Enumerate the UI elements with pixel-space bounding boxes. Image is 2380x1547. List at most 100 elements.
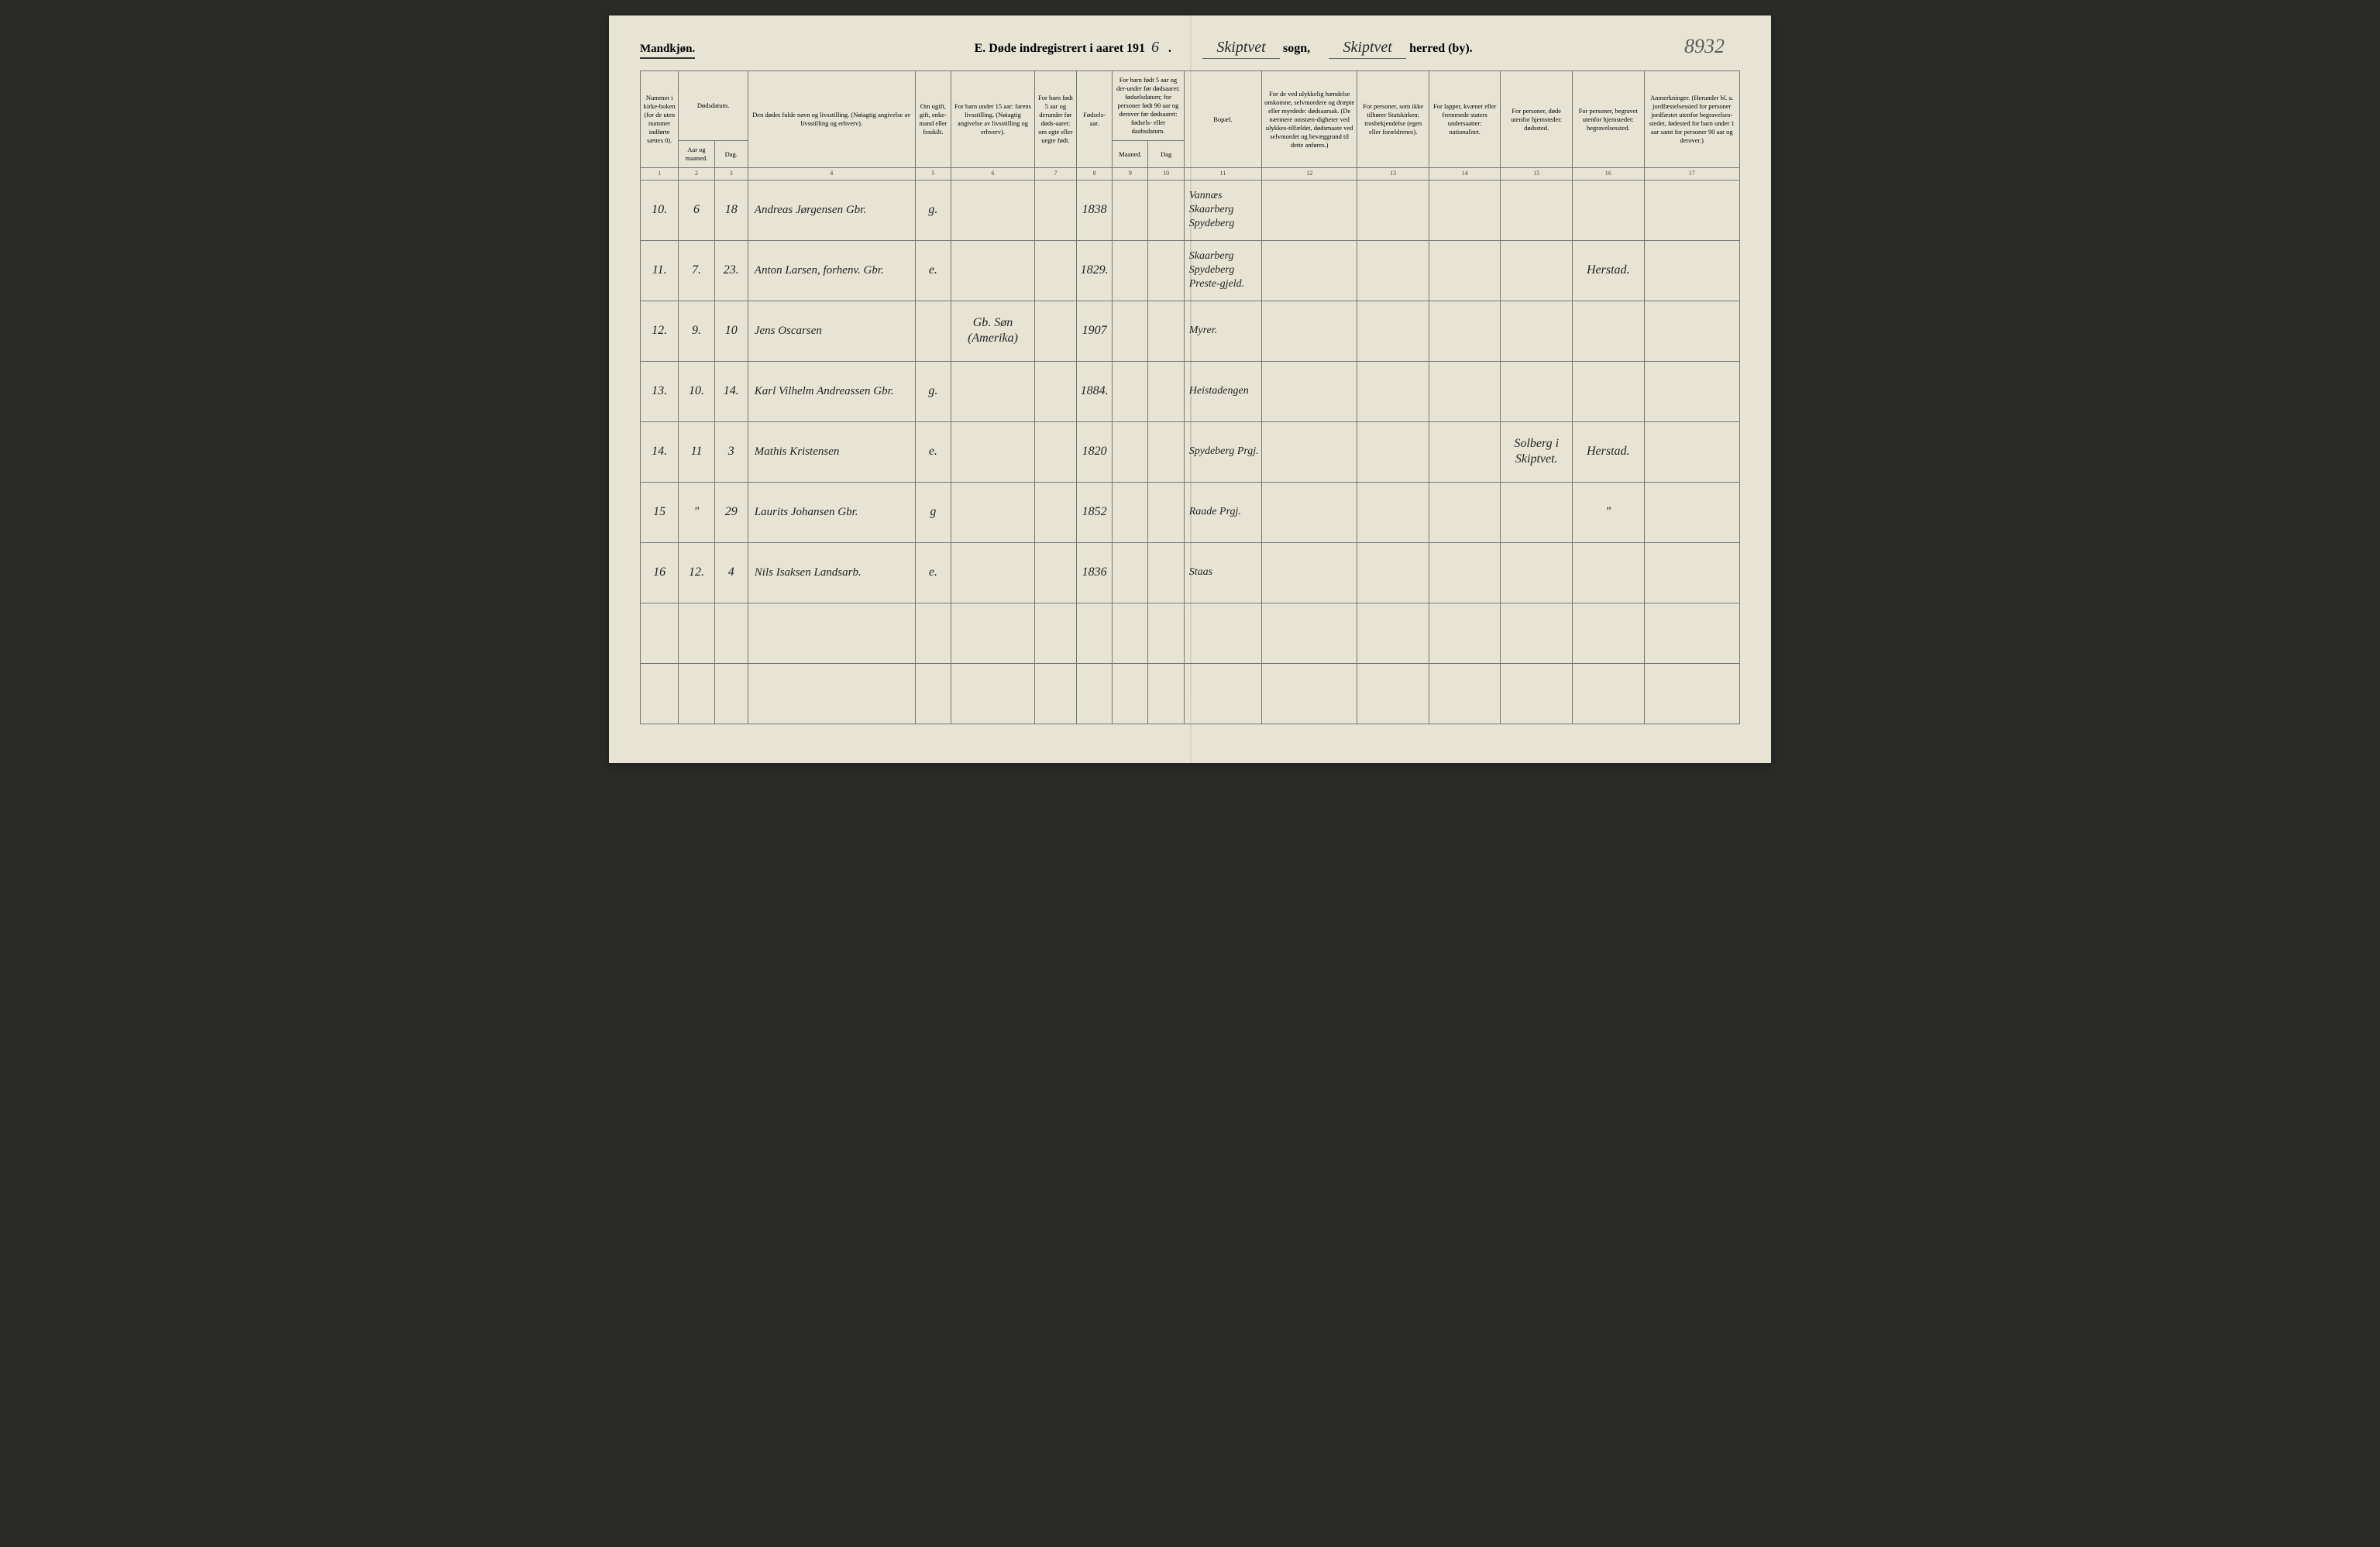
colnum: 17 [1644,168,1739,180]
gender-label: Mandkjøn. [640,43,695,59]
cell-cause [1262,240,1357,301]
table-row: 12.9.10Jens OscarsenGb. Søn (Amerika)190… [641,301,1740,361]
cell-status: g. [915,180,951,240]
cell-empty [714,663,748,724]
col-header-2a: Aar og maaned. [679,141,714,168]
cell-bopael: Heistadengen [1184,361,1261,421]
table-row: 14.113Mathis Kristensene.1820Spydeberg P… [641,421,1740,482]
cell-day: 10 [714,301,748,361]
col-header-1: Nummer i kirke-boken (for de uten nummer… [641,71,679,168]
cell-day: 29 [714,482,748,542]
col-header-4: Den dødes fulde navn og livsstilling. (N… [748,71,915,168]
register-page: 8932 Mandkjøn. E. Døde indregistrert i a… [609,15,1771,763]
cell-parent [951,542,1035,603]
cell-dsted [1501,361,1573,421]
cell-year: 1852 [1076,482,1112,542]
cell-anm [1644,301,1739,361]
cell-month: 11 [679,421,714,482]
colnum: 14 [1429,168,1501,180]
colnum: 13 [1357,168,1429,180]
cell-status: e. [915,421,951,482]
cell-empty [1262,603,1357,663]
cell-empty [1076,663,1112,724]
col-header-8: Fødsels-aar. [1076,71,1112,168]
col-header-12: For de ved ulykkelig hændelse omkomne, s… [1262,71,1357,168]
cell-num: 12. [641,301,679,361]
cell-cause [1262,361,1357,421]
cell-empty [1572,663,1644,724]
cell-bopael: Raade Prgj. [1184,482,1261,542]
cell-m [1113,542,1148,603]
cell-year: 1838 [1076,180,1112,240]
cell-parent [951,361,1035,421]
cell-d [1148,301,1184,361]
cell-anm [1644,240,1739,301]
header-row: Mandkjøn. E. Døde indregistrert i aaret … [640,39,1740,59]
cell-nat [1429,361,1501,421]
cell-empty [1148,603,1184,663]
colnum: 9 [1113,168,1148,180]
cell-name: Anton Larsen, forhenv. Gbr. [748,240,915,301]
cell-num: 16 [641,542,679,603]
register-table: Nummer i kirke-boken (for de uten nummer… [640,70,1740,724]
cell-egte [1034,240,1076,301]
cell-parent [951,180,1035,240]
cell-cause [1262,180,1357,240]
cell-egte [1034,361,1076,421]
cell-d [1148,180,1184,240]
title-prefix: E. [975,42,986,55]
cell-month: 6 [679,180,714,240]
cell-name: Karl Vilhelm Andreassen Gbr. [748,361,915,421]
col-header-dodsdatum: Dødsdatum. [679,71,748,141]
cell-month: 12. [679,542,714,603]
cell-day: 14. [714,361,748,421]
colnum: 3 [714,168,748,180]
page-number-handwritten: 8932 [1684,35,1725,58]
cell-bsted: " [1572,482,1644,542]
cell-bsted [1572,180,1644,240]
cell-status: e. [915,240,951,301]
cell-empty [748,603,915,663]
cell-anm [1644,482,1739,542]
colnum: 11 [1184,168,1261,180]
cell-m [1113,361,1148,421]
cell-status: g. [915,361,951,421]
col-header-16: For personer, begravet utenfor hjemstede… [1572,71,1644,168]
col-header-13: For personer, som ikke tilhører Statskir… [1357,71,1429,168]
cell-month: 10. [679,361,714,421]
page-title: E. Døde indregistrert i aaret 1916 . Ski… [707,39,1740,59]
year-suffix-hand: 6 [1145,39,1165,58]
cell-empty [1076,603,1112,663]
cell-cause [1262,421,1357,482]
cell-egte [1034,180,1076,240]
cell-d [1148,542,1184,603]
cell-dsted: Solberg i Skiptvet. [1501,421,1573,482]
table-header: Nummer i kirke-boken (for de uten nummer… [641,71,1740,180]
cell-nat [1429,180,1501,240]
cell-parent [951,421,1035,482]
cell-cause [1262,301,1357,361]
cell-egte [1034,542,1076,603]
cell-num: 11. [641,240,679,301]
cell-year: 1907 [1076,301,1112,361]
colnum: 12 [1262,168,1357,180]
cell-tro [1357,180,1429,240]
cell-m [1113,421,1148,482]
cell-empty [1148,663,1184,724]
cell-empty [1429,603,1501,663]
cell-day: 3 [714,421,748,482]
colnum: 15 [1501,168,1573,180]
col-header-14: For lapper, kvæner eller fremmede stater… [1429,71,1501,168]
col-header-17: Anmerkninger. (Herunder bl. a. jordfæste… [1644,71,1739,168]
cell-empty [641,603,679,663]
cell-empty [1501,603,1573,663]
cell-dsted [1501,301,1573,361]
cell-d [1148,361,1184,421]
cell-empty [1113,663,1148,724]
col-header-15: For personer, døde utenfor hjemstedet: d… [1501,71,1573,168]
cell-egte [1034,421,1076,482]
cell-bsted [1572,301,1644,361]
cell-dsted [1501,240,1573,301]
colnum: 16 [1572,168,1644,180]
cell-parent [951,240,1035,301]
